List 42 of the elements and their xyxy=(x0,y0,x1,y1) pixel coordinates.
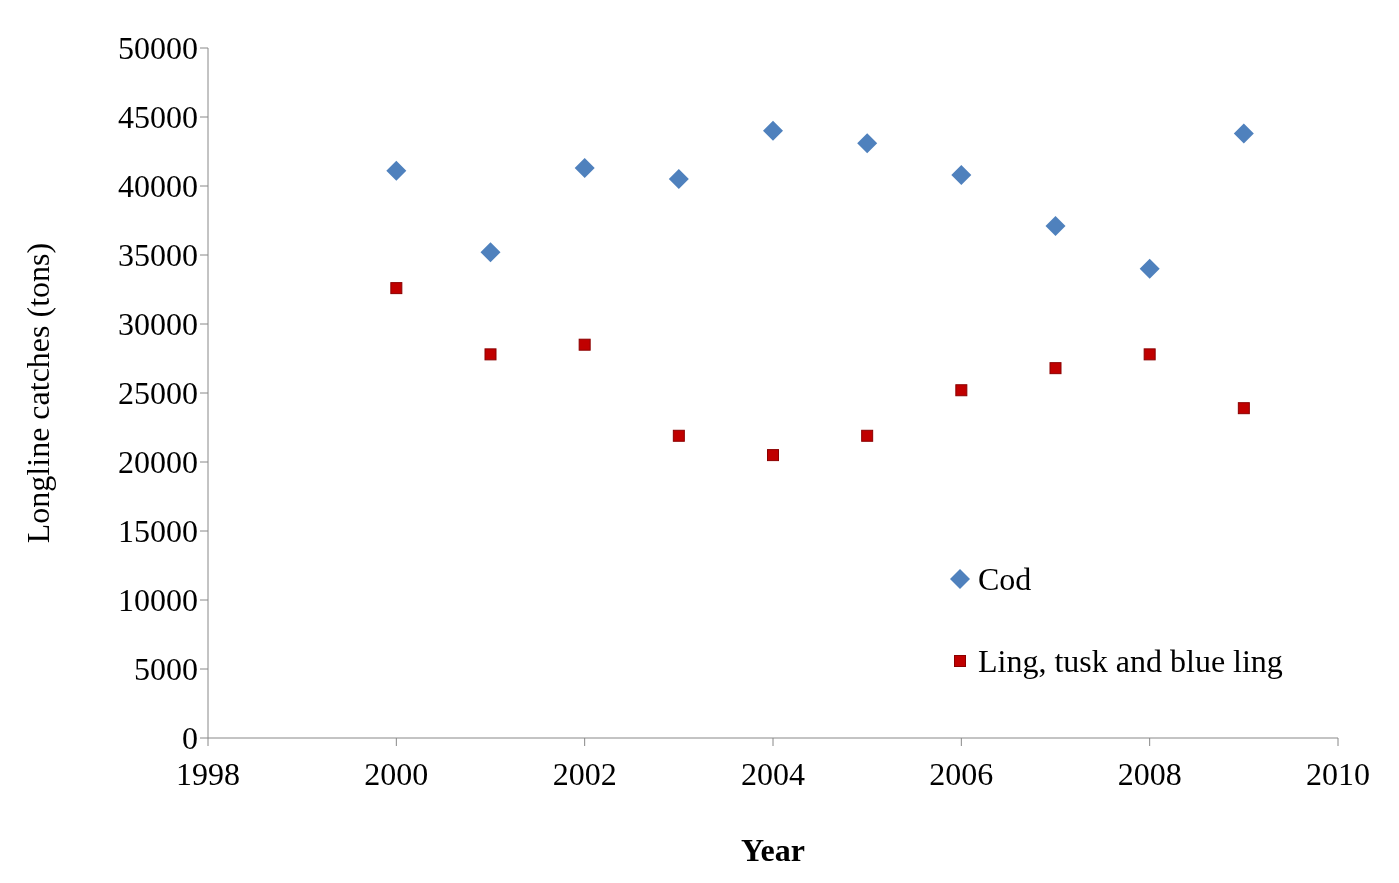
point xyxy=(1049,362,1062,375)
x-tick-label: 2002 xyxy=(552,755,617,792)
x-tick-label: 2008 xyxy=(1117,755,1182,792)
point xyxy=(578,338,591,351)
x-axis-title: Year xyxy=(741,831,805,868)
y-tick-label: 15000 xyxy=(118,513,198,550)
point xyxy=(480,242,501,263)
point xyxy=(484,348,497,361)
y-tick-label: 45000 xyxy=(118,99,198,136)
point xyxy=(1045,216,1066,237)
point xyxy=(1237,402,1250,415)
point xyxy=(386,160,407,181)
point xyxy=(763,120,783,141)
y-tick-label: 30000 xyxy=(118,306,198,343)
point xyxy=(574,158,595,179)
x-tick-label: 2000 xyxy=(364,755,429,792)
x-tick-label: 2004 xyxy=(741,755,805,792)
point xyxy=(861,429,874,442)
point xyxy=(390,282,403,295)
point xyxy=(1139,258,1160,279)
y-axis-title: Longline catches (tons) xyxy=(20,242,57,544)
point xyxy=(668,169,689,190)
legend-label: Cod xyxy=(978,560,1032,598)
point xyxy=(951,164,972,185)
x-tick-label: 2006 xyxy=(929,755,994,792)
point xyxy=(1233,123,1254,144)
y-tick-label: 35000 xyxy=(118,237,198,274)
point xyxy=(767,449,779,462)
x-tick-label: 2010 xyxy=(1306,755,1370,792)
y-tick-label: 10000 xyxy=(118,582,198,619)
point xyxy=(955,384,968,397)
x-tick-label: 1998 xyxy=(176,755,240,792)
y-tick-label: 40000 xyxy=(118,168,198,205)
y-tick-label: 50000 xyxy=(118,30,198,67)
point xyxy=(1143,348,1156,361)
point xyxy=(672,429,685,442)
legend-label: Ling, tusk and blue ling xyxy=(978,642,1283,680)
y-tick-label: 25000 xyxy=(118,375,198,412)
y-tick-label: 20000 xyxy=(118,444,198,481)
point xyxy=(857,133,878,154)
y-tick-label: 5000 xyxy=(134,651,198,688)
y-tick-label: 0 xyxy=(182,720,198,757)
